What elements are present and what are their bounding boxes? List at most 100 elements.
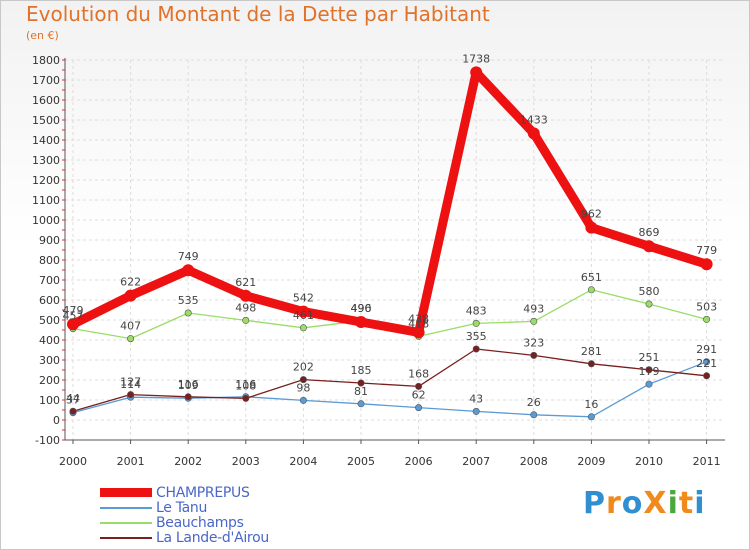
data-label: 168 (408, 367, 429, 380)
y-tick-label: 1300 (32, 154, 60, 167)
legend-swatch (100, 521, 152, 524)
y-tick-label: 1000 (32, 214, 60, 227)
y-tick-label: 800 (39, 254, 60, 267)
y-tick-label: 500 (39, 314, 60, 327)
data-point (587, 360, 595, 368)
data-point (239, 289, 252, 302)
series-line-0 (68, 67, 712, 337)
data-label: 185 (351, 364, 372, 377)
data-label: 621 (235, 276, 256, 289)
x-tick-label: 2007 (462, 455, 490, 468)
y-tick-label: 1500 (32, 114, 60, 127)
data-label: 580 (639, 285, 660, 298)
data-point (645, 366, 653, 374)
data-point (124, 289, 137, 302)
data-label: 127 (120, 376, 141, 389)
data-label: 44 (66, 392, 80, 405)
data-label: 483 (466, 304, 487, 317)
y-tick-label: 1600 (32, 94, 60, 107)
data-point (299, 324, 307, 332)
data-label: 749 (178, 250, 199, 263)
data-label: 291 (696, 343, 717, 356)
data-point (299, 396, 307, 404)
data-point (184, 309, 192, 317)
x-tick-label: 2006 (405, 455, 433, 468)
data-point (242, 316, 250, 324)
data-label: 109 (178, 379, 199, 392)
y-tick-label: 600 (39, 294, 60, 307)
data-point (355, 316, 367, 328)
data-label: 542 (293, 292, 314, 305)
y-tick-label: 400 (39, 334, 60, 347)
y-tick-label: 300 (39, 354, 60, 367)
data-label: 81 (354, 385, 368, 398)
data-point (472, 345, 480, 353)
data-label: 116 (178, 378, 199, 391)
legend-label: CHAMPREPUS (156, 484, 250, 501)
data-label: 251 (639, 351, 660, 364)
data-label: 962 (581, 208, 602, 221)
series-line-1 (72, 361, 708, 418)
data-point (412, 326, 425, 339)
data-label: 62 (412, 389, 426, 402)
legend-swatch (100, 536, 152, 539)
data-point (69, 407, 77, 415)
data-point (585, 221, 598, 234)
y-tick-label: 1100 (32, 194, 60, 207)
data-label: 457 (63, 310, 84, 323)
data-point (527, 127, 540, 140)
y-tick-label: 100 (39, 394, 60, 407)
data-label: 490 (351, 302, 372, 315)
x-tick-label: 2002 (174, 455, 202, 468)
legend-item: CHAMPREPUS (100, 484, 269, 501)
data-point (357, 379, 365, 387)
x-tick-label: 2003 (232, 455, 260, 468)
data-label: 98 (296, 381, 310, 394)
data-label: 869 (639, 226, 660, 239)
legend-label: Le Tanu (156, 499, 208, 516)
data-label: 355 (466, 330, 487, 343)
data-label: 535 (178, 294, 199, 307)
data-label: 281 (581, 345, 602, 358)
legend-item: La Lande-d'Airou (100, 529, 269, 546)
data-label: 779 (696, 244, 717, 257)
data-point (703, 372, 711, 380)
data-point (127, 335, 135, 343)
data-label: 108 (235, 379, 256, 392)
data-label: 503 (696, 300, 717, 313)
data-label: 179 (639, 365, 660, 378)
data-label: 479 (63, 304, 84, 317)
data-point (357, 400, 365, 408)
data-label: 114 (120, 378, 141, 391)
series-line-3 (72, 348, 708, 412)
data-label: 493 (523, 302, 544, 315)
data-label: 651 (581, 271, 602, 284)
data-point (645, 300, 653, 308)
x-tick-label: 2005 (347, 455, 375, 468)
data-point (242, 394, 250, 402)
y-tick-label: -100 (35, 434, 60, 447)
chart-subtitle: (en €) (26, 29, 59, 42)
data-label: 202 (293, 361, 314, 374)
data-label: 116 (235, 378, 256, 391)
y-tick-label: 1400 (32, 134, 60, 147)
data-label: 407 (120, 320, 141, 333)
data-label: 622 (120, 276, 141, 289)
y-tick-label: 1800 (32, 54, 60, 67)
data-label: 221 (696, 357, 717, 370)
y-tick-label: 0 (53, 414, 60, 427)
chart-legend: CHAMPREPUS Le Tanu Beauchamps La Lande-d'Ai… (100, 484, 269, 546)
data-point (643, 240, 655, 253)
data-point (415, 382, 423, 390)
data-label: 323 (523, 336, 544, 349)
data-point (127, 391, 135, 399)
data-point (703, 315, 711, 323)
data-point (530, 411, 538, 419)
data-point (297, 305, 310, 318)
legend-label: Beauchamps (156, 514, 244, 531)
x-tick-label: 2010 (635, 455, 663, 468)
legend-label: La Lande-d'Airou (156, 529, 269, 546)
y-tick-label: 900 (39, 234, 60, 247)
x-tick-label: 2011 (693, 455, 721, 468)
